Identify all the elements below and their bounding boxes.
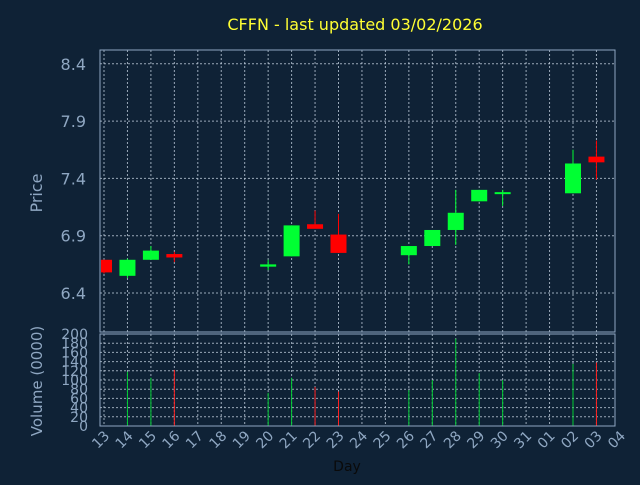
- price-plot-border: [99, 49, 616, 333]
- price-tick-label: 8.4: [61, 55, 86, 74]
- price-tick-label: 7.4: [61, 169, 86, 188]
- price-candles: [101, 140, 605, 279]
- candle-body: [330, 234, 347, 253]
- candle-body: [471, 189, 488, 202]
- volume-grid: [100, 334, 615, 426]
- price-tick-labels: 6.4 6.9 7.4 7.9 8.4: [61, 55, 86, 303]
- chart-title: CFFN - last updated 03/02/2026: [227, 15, 482, 34]
- candle-body: [400, 246, 417, 256]
- candle-body: [565, 163, 581, 194]
- volume-tick-label: 120: [61, 364, 88, 380]
- volume-axis-label: Volume (0000): [28, 326, 46, 436]
- volume-tick-label: 80: [70, 382, 88, 398]
- candle-body: [424, 229, 441, 247]
- candle-body: [588, 156, 605, 163]
- candle-body: [307, 224, 324, 229]
- candle-body: [101, 259, 112, 273]
- price-tick-label: 6.4: [61, 284, 86, 303]
- volume-tick-label: 180: [61, 336, 88, 352]
- candle-body: [283, 225, 300, 257]
- volume-bars: [126, 338, 597, 426]
- candle-body: [494, 192, 511, 195]
- price-tick-label: 6.9: [61, 227, 86, 246]
- x-tick-labels: 13 14 15 16 17 18 19 20 21 22 23 24 25 26 27 28 29 30 31 01…: [89, 428, 629, 452]
- price-tick-label: 7.9: [61, 112, 86, 131]
- volume-tick-label: 60: [70, 391, 88, 407]
- candle-body: [260, 264, 277, 267]
- volume-tick-label: 100: [61, 373, 88, 389]
- candle-body: [166, 254, 183, 258]
- volume-tick-label: 40: [70, 401, 88, 417]
- volume-tick-label: 160: [61, 345, 88, 361]
- candle-body: [119, 259, 136, 276]
- volume-plot-border: [99, 333, 616, 427]
- candle-body: [142, 250, 159, 260]
- price-grid: [100, 50, 615, 332]
- volume-tick-label: 140: [61, 355, 88, 371]
- volume-tick-label: 200: [61, 327, 88, 343]
- candle-body: [447, 212, 464, 230]
- volume-tick-label: 0: [79, 419, 88, 435]
- x-axis-label: Day: [333, 459, 361, 475]
- price-axis-label: Price: [27, 173, 46, 212]
- volume-tick-label: 20: [70, 410, 88, 426]
